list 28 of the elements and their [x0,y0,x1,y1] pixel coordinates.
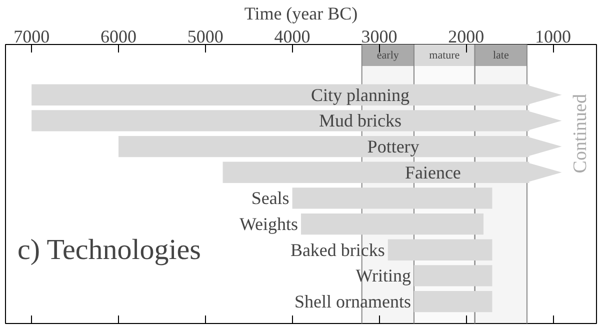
y-tick-label: Pottery [367,136,420,157]
x-axis-title: Time (year BC) [244,4,358,24]
band-label: early [376,49,400,62]
annotation: Continued [570,94,591,174]
x-tick-label: 6000 [100,26,136,46]
bar [292,188,492,209]
y-tick-label: City planning [311,84,410,105]
text: c) Technologies [18,234,201,266]
y-tick-label: Weights [239,214,298,234]
bar [301,213,484,235]
x-tick-label: 2000 [448,26,484,46]
band-label: mature [429,49,460,62]
x-tick-label: 5000 [187,26,224,46]
bar [118,136,562,158]
y-tick-label: Faience [404,162,461,182]
x-tick-label: 1000 [535,26,572,46]
bar [414,290,492,312]
y-tick-label: Seals [251,188,290,208]
band-label: late [492,49,509,62]
x-tick-label: 4000 [274,26,310,46]
y-tick-label: Mud bricks [319,110,402,131]
bar [414,265,492,286]
bar [32,84,562,106]
x-tick-label: 3000 [361,26,398,46]
x-tick-label: 7000 [14,26,50,46]
bar [388,239,492,260]
bar [32,110,562,132]
bar [222,162,562,183]
